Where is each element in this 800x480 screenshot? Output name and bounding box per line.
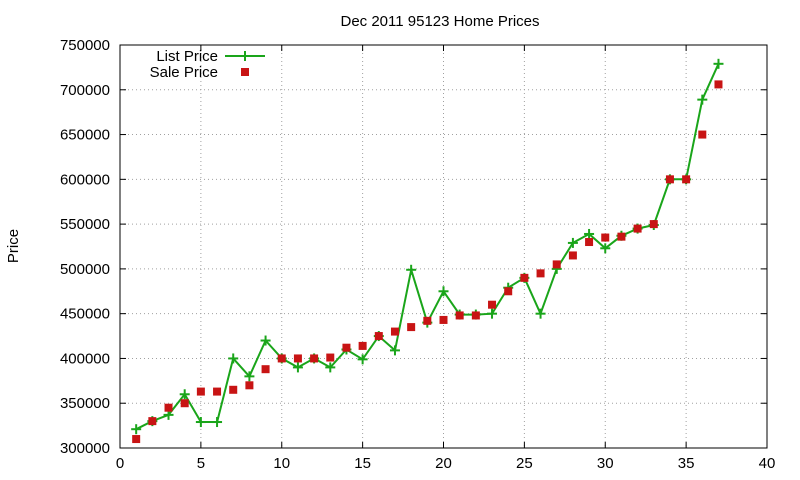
sale-price-point (520, 273, 529, 282)
sale-price-point (585, 238, 594, 247)
list-price-point (292, 362, 303, 373)
list-price-point (389, 345, 400, 356)
y-tick-label: 550000 (60, 216, 110, 233)
sale-price-point (714, 80, 723, 89)
y-tick-label: 450000 (60, 306, 110, 323)
sale-price-point (261, 365, 270, 374)
list-price-point (438, 286, 449, 297)
sale-price-point (245, 381, 254, 390)
sale-price-point (326, 353, 335, 362)
list-price-point (567, 237, 578, 248)
x-tick-label: 40 (759, 455, 776, 472)
sale-price-point (213, 387, 222, 396)
sale-price-point (488, 300, 497, 309)
list-price-point (535, 308, 546, 319)
sale-price-point (310, 354, 319, 363)
list-price-point (357, 354, 368, 365)
sale-price-point (277, 354, 286, 363)
y-tick-label: 400000 (60, 350, 110, 367)
legend-square-marker (241, 68, 249, 76)
x-tick-label: 10 (273, 455, 290, 472)
list-price-point (244, 371, 255, 382)
sale-price-point (552, 260, 561, 269)
list-price-point (260, 335, 271, 346)
sale-price-point (682, 175, 691, 184)
sale-price-point (504, 287, 513, 296)
list-price-point (179, 389, 190, 400)
y-tick-label: 350000 (60, 395, 110, 412)
sale-price-point (617, 232, 626, 241)
list-price-point (487, 308, 498, 319)
sale-price-point (568, 251, 577, 260)
x-tick-label: 25 (516, 455, 533, 472)
sale-price-point (229, 385, 238, 394)
x-tick-label: 5 (197, 455, 205, 472)
list-price-point (195, 417, 206, 428)
sale-price-point (196, 387, 205, 396)
y-tick-label: 650000 (60, 127, 110, 144)
list-price-point (228, 353, 239, 364)
sale-price-point (293, 354, 302, 363)
sale-price-point (601, 233, 610, 242)
sale-price-point (633, 224, 642, 233)
list-price-point (131, 424, 142, 435)
sale-price-point (374, 332, 383, 341)
y-axis-title: Price (5, 229, 22, 263)
grid (120, 45, 767, 448)
x-tick-label: 15 (354, 455, 371, 472)
series-sale-price (132, 80, 723, 444)
list-price-point (325, 362, 336, 373)
sale-price-point (698, 130, 707, 139)
sale-price-point (164, 403, 173, 412)
list-price-line (135, 63, 720, 431)
series-layer (131, 58, 724, 444)
y-tick-label: 750000 (60, 37, 110, 54)
sale-price-point (665, 175, 674, 184)
sale-price-point (132, 435, 141, 444)
list-price-point (584, 228, 595, 239)
sale-price-point (342, 343, 351, 352)
y-tick-label: 700000 (60, 82, 110, 99)
x-tick-label: 30 (597, 455, 614, 472)
x-tick-label: 35 (678, 455, 695, 472)
legend-label: List Price (156, 48, 218, 65)
sale-price-point (649, 220, 658, 229)
legend-label: Sale Price (150, 64, 218, 81)
legend-plus-marker (240, 51, 250, 61)
list-price-point (697, 94, 708, 105)
y-tick-label: 500000 (60, 261, 110, 278)
sale-price-point (423, 316, 432, 325)
list-price-point (212, 417, 223, 428)
sale-price-point (455, 311, 464, 320)
y-tick-label: 300000 (60, 440, 110, 457)
sale-price-point (439, 315, 448, 324)
sale-price-point (390, 327, 399, 336)
x-tick-label: 20 (435, 455, 452, 472)
sale-price-point (358, 341, 367, 350)
axis-ticks: 0 5 10 15 20 25 30 35 40 300000 350000 400000 450000… (60, 37, 775, 472)
y-tick-label: 600000 (60, 171, 110, 188)
list-price-point (713, 58, 724, 69)
sale-price-point (471, 311, 480, 320)
x-tick-label: 0 (116, 455, 124, 472)
sale-price-point (536, 269, 545, 278)
plot-frame (119, 44, 768, 449)
sale-price-point (407, 323, 416, 332)
sale-price-point (148, 417, 157, 426)
list-price-point (600, 243, 611, 254)
chart-title: Dec 2011 95123 Home Prices (341, 13, 540, 30)
sale-price-point (180, 399, 189, 408)
series-list-price (131, 58, 724, 435)
list-price-point (406, 264, 417, 275)
